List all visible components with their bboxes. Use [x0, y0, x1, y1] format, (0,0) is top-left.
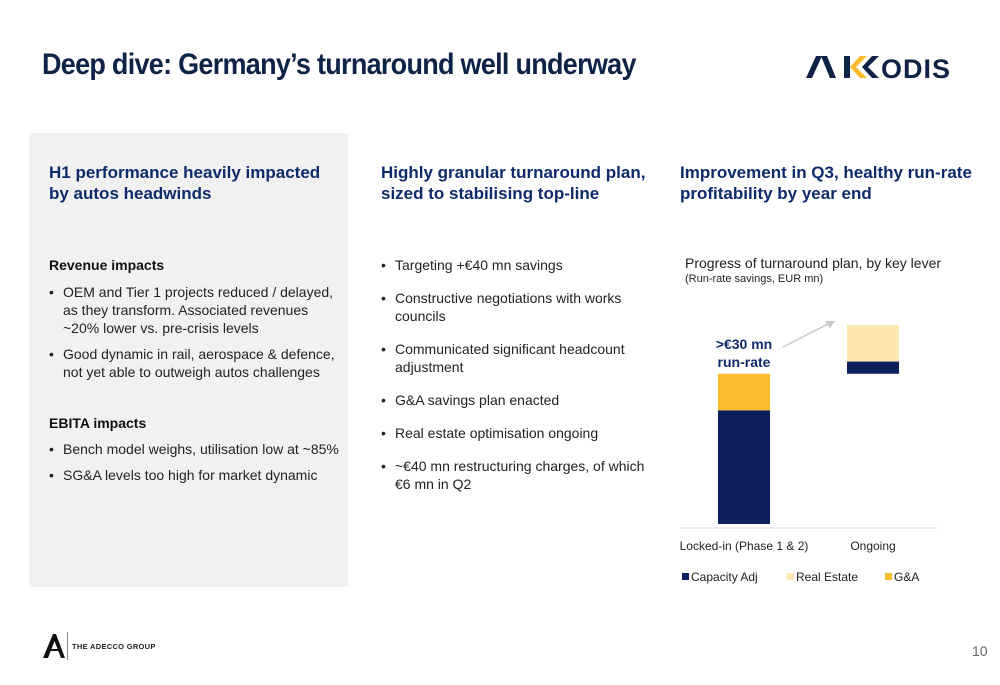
footer-divider — [67, 632, 68, 660]
annotation-label: >€30 mn — [716, 336, 772, 352]
slide-title: Deep dive: Germany’s turnaround well und… — [42, 48, 636, 81]
turnaround-plan-list: Targeting +€40 mn savings Constructive n… — [381, 256, 671, 508]
chart-subtitle: (Run-rate savings, EUR mn) — [685, 273, 824, 285]
legend-swatch — [682, 573, 689, 580]
col2-heading-line: Highly granular turnaround plan, — [381, 163, 646, 182]
bullet-item: OEM and Tier 1 projects reduced / delaye… — [49, 283, 344, 337]
page-number: 10 — [972, 643, 988, 659]
legend-swatch — [787, 573, 794, 580]
bullet-item: Constructive negotiations with workscoun… — [381, 289, 671, 325]
bar-capacity-adj — [718, 410, 770, 524]
legend-label: Real Estate — [796, 570, 858, 584]
annotation-arrow — [782, 323, 829, 348]
revenue-impacts-title: Revenue impacts — [49, 257, 165, 273]
bullet-item: Bench model weighs, utilisation low at ~… — [49, 440, 344, 458]
col3-heading-line: Improvement in Q3, healthy run-rate — [680, 163, 972, 182]
logo-mark-a — [806, 56, 836, 78]
ebita-impacts-list: Bench model weighs, utilisation low at ~… — [49, 440, 344, 492]
col3-heading: Improvement in Q3, healthy run-rate prof… — [680, 162, 972, 204]
footer-company-name: THE ADECCO GROUP — [72, 642, 156, 651]
bar-real-estate — [847, 325, 899, 362]
col1-heading-line: H1 performance heavily impacted — [49, 163, 321, 182]
chart-title: Progress of turnaround plan, by key leve… — [685, 255, 942, 271]
logo-mark-kk — [844, 56, 879, 78]
col2-heading-line: sized to stabilising top-line — [381, 184, 600, 203]
col3-heading-line: profitability by year end — [680, 184, 872, 203]
annotation-label: run-rate — [718, 354, 771, 370]
bar-g-a — [718, 373, 770, 411]
akkodis-logo: ODIS — [806, 54, 949, 82]
annotation-arrowhead — [825, 321, 835, 328]
bar-capacity-adj — [847, 361, 899, 374]
adecco-a-logo-icon — [43, 634, 65, 658]
bullet-item: Good dynamic in rail, aerospace & defenc… — [49, 345, 344, 381]
col2-heading: Highly granular turnaround plan, sized t… — [381, 162, 645, 204]
col1-heading-line: by autos headwinds — [49, 184, 212, 203]
x-tick-label: Locked-in (Phase 1 & 2) — [680, 539, 809, 553]
bullet-item: SG&A levels too high for market dynamic — [49, 466, 344, 484]
turnaround-chart: Locked-in (Phase 1 & 2) Ongoing >€30 mn run… — [680, 321, 937, 584]
legend-label: Capacity Adj — [691, 570, 758, 584]
bullet-item: Targeting +€40 mn savings — [381, 256, 671, 274]
ebita-impacts-title: EBITA impacts — [49, 415, 147, 431]
bullet-item: G&A savings plan enacted — [381, 391, 671, 409]
bullet-item: Communicated significant headcountadjust… — [381, 340, 671, 376]
legend-label: G&A — [894, 570, 919, 584]
svg-text:ODIS: ODIS — [881, 54, 949, 82]
bullet-item: Real estate optimisation ongoing — [381, 424, 671, 442]
x-tick-label: Ongoing — [850, 539, 895, 553]
legend-swatch — [885, 573, 892, 580]
col1-heading: H1 performance heavily impacted by autos… — [49, 162, 320, 204]
bullet-item: ~€40 mn restructuring charges, of which€… — [381, 457, 671, 493]
revenue-impacts-list: OEM and Tier 1 projects reduced / delaye… — [49, 283, 344, 389]
